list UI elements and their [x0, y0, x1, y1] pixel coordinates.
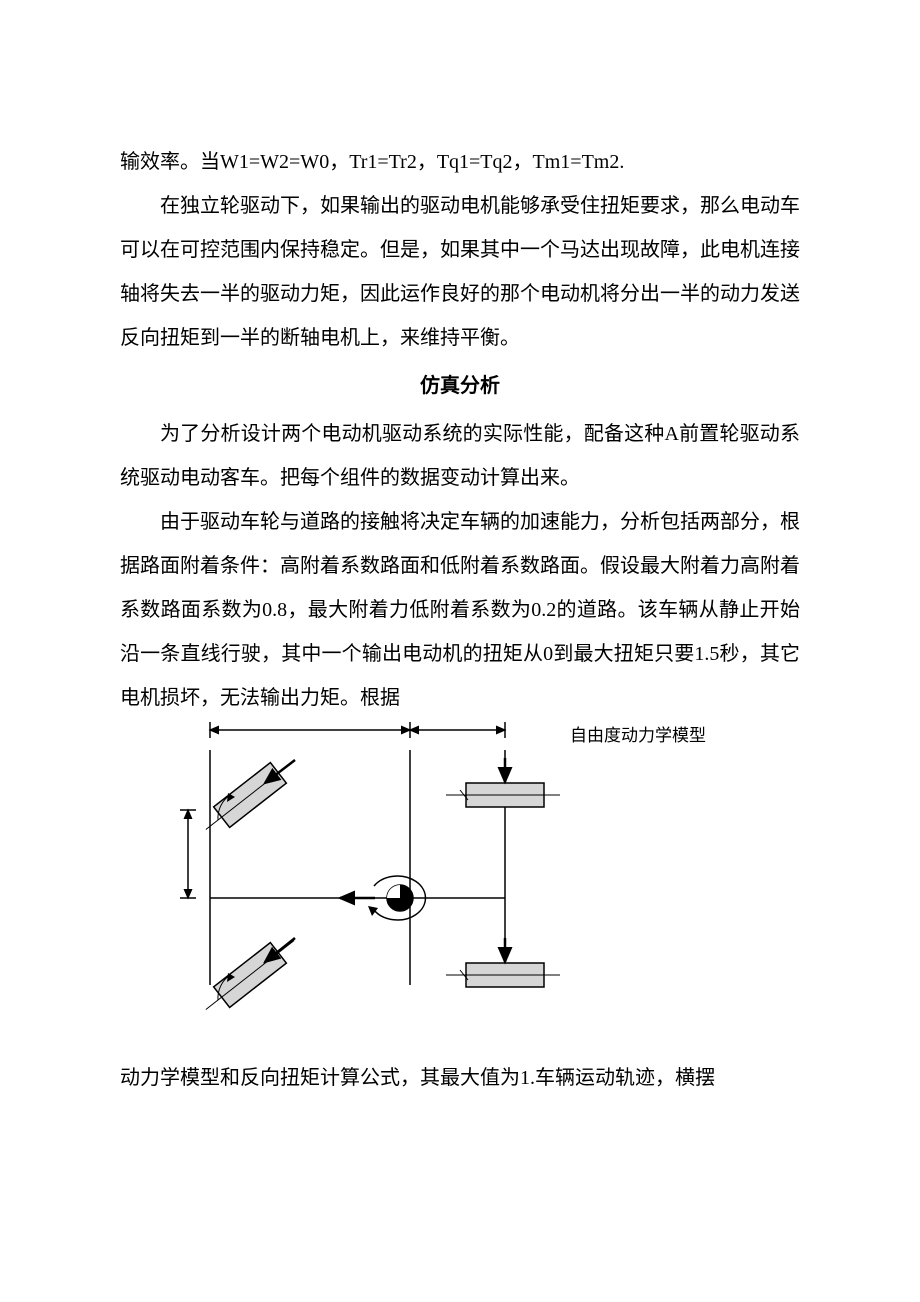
paragraph-5: 动力学模型和反向扭矩计算公式，其最大值为1.车辆运动轨迹，横摆	[120, 1056, 800, 1100]
paragraph-1: 输效率。当W1=W2=W0，Tr1=Tr2，Tq1=Tq2，Tm1=Tm2.	[120, 140, 800, 184]
diagram-container	[120, 720, 560, 1056]
vehicle-dynamics-diagram	[120, 720, 560, 1040]
diagram-caption: 自由度动力学模型	[570, 720, 706, 748]
paragraph-3: 为了分析设计两个电动机驱动系统的实际性能，配备这种A前置轮驱动系统驱动电动客车。…	[120, 412, 800, 500]
paragraph-2: 在独立轮驱动下，如果输出的驱动电机能够承受住扭矩要求，那么电动车可以在可控范围内…	[120, 184, 800, 360]
paragraph-4: 由于驱动车轮与道路的接触将决定车辆的加速能力，分析包括两部分，根据路面附着条件：…	[120, 500, 800, 720]
section-heading: 仿真分析	[120, 364, 800, 408]
figure-row: 自由度动力学模型	[120, 720, 800, 1056]
